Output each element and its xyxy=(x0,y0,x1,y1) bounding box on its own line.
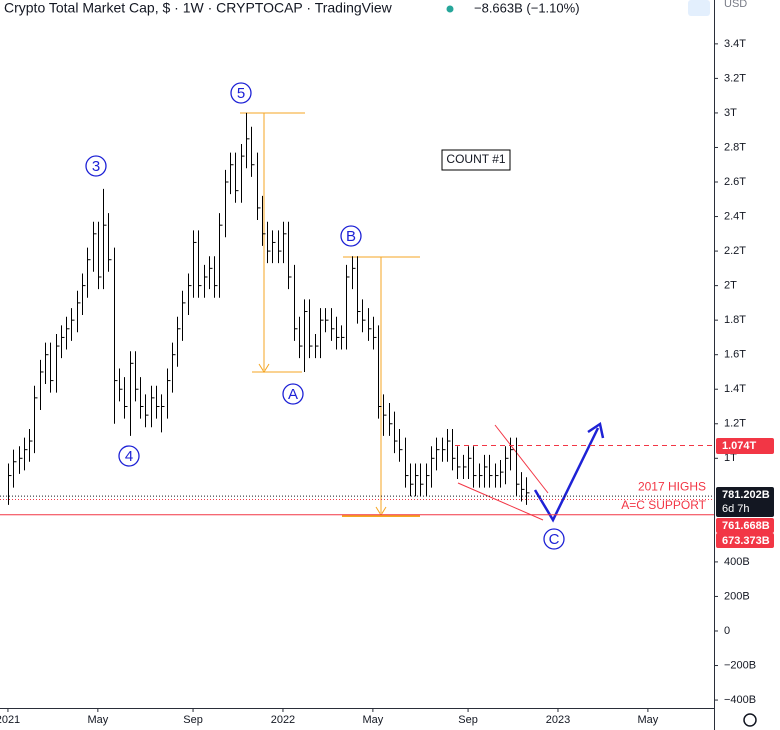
wave-circle xyxy=(118,445,140,467)
price-label-box xyxy=(716,438,774,454)
wave-label: 3 xyxy=(92,158,100,175)
level-name: A=C SUPPORT xyxy=(621,498,706,512)
wave-circle xyxy=(543,528,565,550)
x-tick-label: May xyxy=(637,714,658,726)
count-box xyxy=(441,149,511,171)
wave-label: A xyxy=(288,386,298,403)
price-change: −8.663B (−1.10%) xyxy=(474,0,580,15)
currency: USD xyxy=(724,0,747,10)
wave-circle xyxy=(282,383,304,405)
count-label: COUNT #1 xyxy=(446,152,505,166)
wave-circle xyxy=(230,82,252,104)
wave-label: C xyxy=(549,531,560,548)
x-tick-label: Sep xyxy=(183,714,203,726)
wave-label: 4 xyxy=(125,448,133,465)
price-label-box xyxy=(716,533,774,548)
price-label: 781.202B xyxy=(722,489,770,501)
x-tick-label: May xyxy=(87,714,108,726)
wave-circle xyxy=(340,225,362,247)
price-label: 761.668B xyxy=(722,520,770,532)
chart-header: Crypto Total Market Cap, $ · 1W · CRYPTO… xyxy=(4,0,393,16)
y-tick-label: 2.4T xyxy=(724,210,746,222)
price-label: 1.074T xyxy=(722,440,757,452)
wave-label: B xyxy=(346,228,356,245)
y-tick-label: 3.2T xyxy=(724,72,746,84)
countdown: 6d 7h xyxy=(722,503,750,515)
wedge xyxy=(457,424,549,521)
y-tick-label: 400B xyxy=(724,556,750,568)
y-tick-label: 1.6T xyxy=(724,349,746,361)
settings-icon[interactable] xyxy=(743,713,757,727)
price-label: 673.373B xyxy=(722,535,770,547)
y-tick-label: −400B xyxy=(724,694,756,706)
y-tick-label: 3.4T xyxy=(724,38,746,50)
measure-tool xyxy=(240,112,420,517)
y-tick-label: 2.8T xyxy=(724,141,746,153)
y-tick-label: 0 xyxy=(724,625,730,637)
y-tick-label: 2T xyxy=(724,280,737,292)
y-tick-label: 1.2T xyxy=(724,418,746,430)
projection-arrow xyxy=(533,421,605,523)
status-dot xyxy=(446,5,454,13)
wave-label: 5 xyxy=(237,85,245,102)
x-tick-label: 2023 xyxy=(546,714,570,726)
x-tick-label: Sep xyxy=(458,714,478,726)
x-tick-label: May xyxy=(362,714,383,726)
price-label-box xyxy=(716,487,774,517)
y-tick-label: 2.6T xyxy=(724,176,746,188)
y-tick-label: 1T xyxy=(724,452,737,464)
level-name: 2017 HIGHS xyxy=(638,479,706,493)
x-tick-label: 2022 xyxy=(271,714,295,726)
y-tick-label: 1.4T xyxy=(724,383,746,395)
x-tick-label: 2021 xyxy=(0,714,20,726)
y-tick-label: 2.2T xyxy=(724,245,746,257)
y-tick-label: 200B xyxy=(724,590,750,602)
y-tick-label: 1.8T xyxy=(724,314,746,326)
price-label-box xyxy=(716,518,774,533)
wave-circle xyxy=(85,155,107,177)
y-tick-label: −200B xyxy=(724,659,756,671)
settings-button[interactable] xyxy=(688,0,710,16)
y-tick-label: 3T xyxy=(724,107,737,119)
